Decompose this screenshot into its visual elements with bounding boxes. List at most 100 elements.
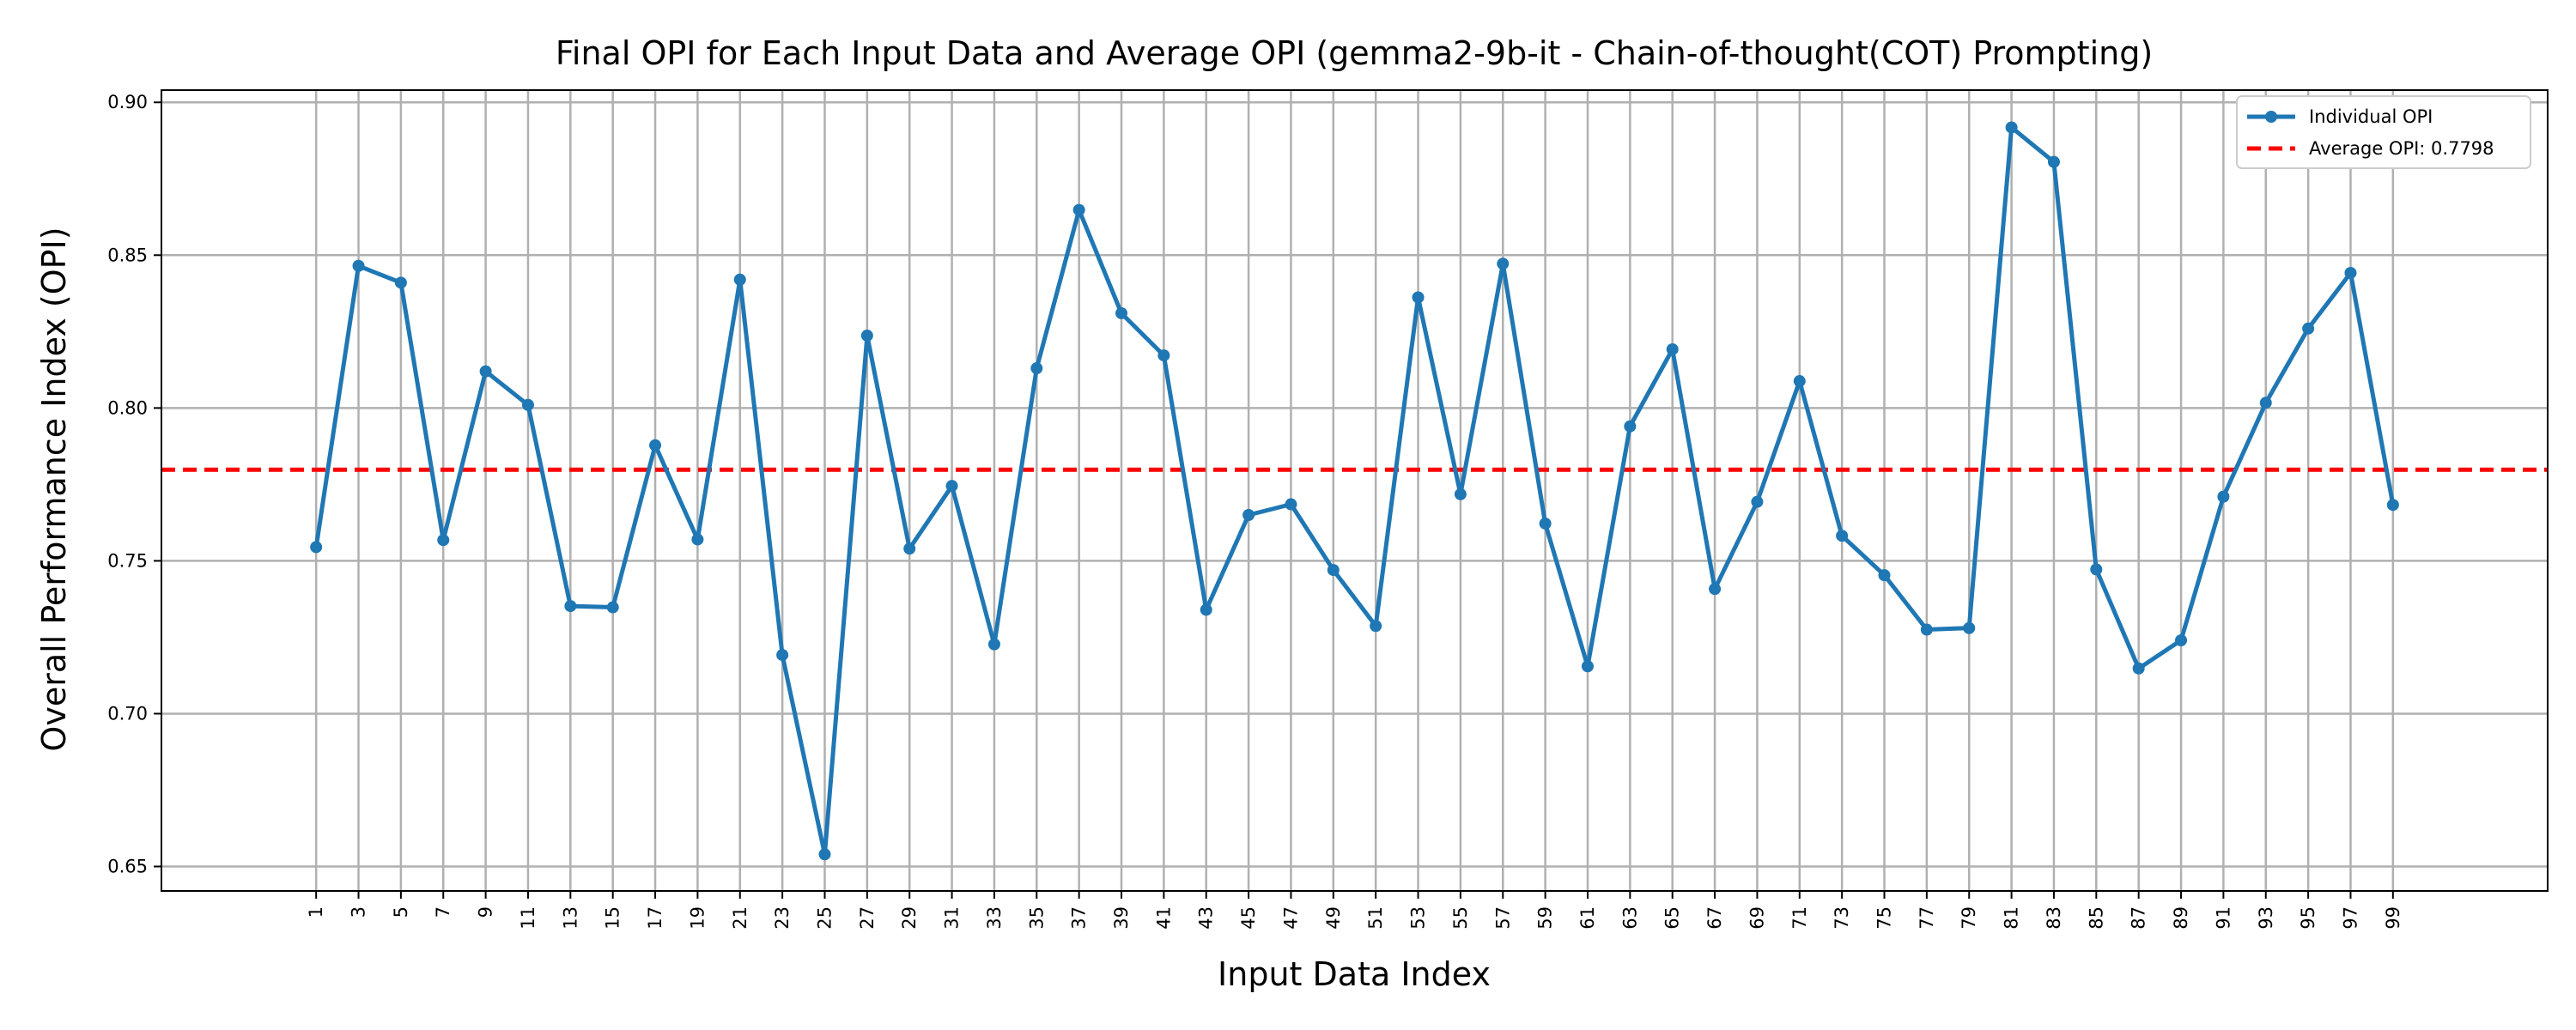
- x-tick-label-65: 65: [1662, 906, 1683, 930]
- y-axis-ticks: 0.65 0.70 0.75 0.80 0.85 0.90: [107, 92, 161, 877]
- data-point-23: [776, 649, 789, 662]
- x-axis-ticks: 1 3 5 7 9 11 13 15 17 19 21 23 25 27 29 31 33 35 37 39 41 43 4…: [306, 891, 2403, 930]
- x-tick-label-77: 77: [1917, 906, 1937, 930]
- data-point-3: [352, 259, 365, 272]
- x-tick-label-85: 85: [2086, 906, 2106, 930]
- data-point-9: [479, 365, 492, 378]
- y-axis-label: Overall Performance Index (OPI): [35, 227, 73, 751]
- legend-box: [2236, 95, 2531, 169]
- data-point-29: [903, 542, 916, 555]
- grid-lines: [161, 90, 2548, 891]
- x-tick-label-23: 23: [772, 906, 793, 930]
- series-individual-opi: [310, 121, 2399, 861]
- chart-title: Final OPI for Each Input Data and Averag…: [556, 34, 2153, 72]
- data-point-43: [1200, 603, 1212, 616]
- x-tick-label-91: 91: [2213, 906, 2233, 930]
- x-tick-label-61: 61: [1577, 906, 1598, 930]
- x-tick-label-57: 57: [1492, 906, 1513, 930]
- legend-marker-individual-opi: [2265, 111, 2277, 123]
- x-tick-label-39: 39: [1111, 906, 1132, 930]
- data-point-25: [818, 848, 831, 861]
- y-tick-label-0.85: 0.85: [107, 245, 148, 265]
- data-point-13: [564, 600, 577, 613]
- data-point-55: [1454, 488, 1467, 500]
- x-tick-label-19: 19: [687, 906, 708, 930]
- data-point-37: [1072, 203, 1085, 216]
- x-tick-label-25: 25: [814, 906, 835, 930]
- data-point-11: [521, 398, 534, 411]
- data-point-51: [1370, 620, 1382, 633]
- y-tick-label-0.70: 0.70: [107, 703, 148, 724]
- x-tick-label-99: 99: [2383, 906, 2403, 930]
- x-tick-label-1: 1: [306, 906, 326, 918]
- x-tick-label-67: 67: [1704, 906, 1725, 930]
- data-point-21: [733, 273, 746, 286]
- data-point-85: [2090, 563, 2103, 576]
- x-tick-label-89: 89: [2171, 906, 2191, 930]
- data-point-49: [1327, 564, 1340, 577]
- data-point-99: [2386, 499, 2399, 512]
- data-point-83: [2047, 155, 2060, 168]
- data-point-57: [1497, 258, 1510, 270]
- x-tick-label-75: 75: [1874, 906, 1895, 930]
- data-point-73: [1836, 530, 1849, 542]
- legend: Individual OPI Average OPI: 0.7798: [2236, 95, 2531, 169]
- x-tick-label-43: 43: [1196, 906, 1217, 930]
- data-point-75: [1878, 569, 1891, 582]
- data-point-5: [394, 276, 407, 289]
- data-point-93: [2259, 397, 2272, 409]
- data-point-79: [1963, 621, 1976, 634]
- data-point-47: [1285, 498, 1297, 511]
- data-point-39: [1115, 306, 1128, 319]
- x-tick-label-53: 53: [1408, 906, 1429, 930]
- x-tick-label-15: 15: [603, 906, 623, 930]
- y-tick-label-0.65: 0.65: [107, 857, 148, 877]
- data-point-77: [1920, 623, 1933, 636]
- x-tick-label-41: 41: [1153, 906, 1174, 930]
- x-tick-label-95: 95: [2298, 906, 2318, 930]
- x-tick-label-87: 87: [2129, 906, 2149, 930]
- x-tick-label-59: 59: [1535, 906, 1556, 930]
- x-tick-label-69: 69: [1747, 906, 1767, 930]
- data-point-33: [987, 638, 1000, 651]
- legend-label-average-opi: Average OPI: 0.7798: [2309, 138, 2494, 159]
- x-tick-label-37: 37: [1069, 906, 1090, 930]
- x-tick-label-45: 45: [1238, 906, 1259, 930]
- data-point-91: [2217, 490, 2230, 503]
- x-tick-label-29: 29: [899, 906, 920, 930]
- x-tick-label-63: 63: [1619, 906, 1640, 930]
- data-point-87: [2132, 662, 2145, 675]
- data-point-53: [1412, 291, 1425, 304]
- y-tick-label-0.90: 0.90: [107, 92, 148, 112]
- data-point-15: [606, 601, 619, 614]
- x-tick-label-73: 73: [1832, 906, 1852, 930]
- x-tick-label-13: 13: [560, 906, 580, 930]
- x-tick-label-9: 9: [476, 906, 496, 918]
- series-line-individual-opi: [313, 124, 2396, 857]
- plot-area-frame: [161, 89, 2549, 892]
- data-point-35: [1030, 362, 1043, 375]
- data-point-61: [1581, 660, 1594, 673]
- x-tick-label-3: 3: [349, 906, 369, 918]
- data-point-67: [1709, 583, 1722, 596]
- x-tick-label-17: 17: [645, 906, 665, 930]
- data-point-69: [1751, 495, 1764, 508]
- x-tick-label-5: 5: [391, 906, 411, 918]
- data-point-17: [649, 439, 662, 451]
- x-tick-label-83: 83: [2044, 906, 2064, 930]
- data-point-63: [1624, 420, 1637, 433]
- x-tick-label-11: 11: [518, 906, 538, 930]
- x-axis-label: Input Data Index: [1218, 955, 1491, 993]
- data-point-89: [2175, 633, 2188, 646]
- x-tick-label-51: 51: [1365, 906, 1386, 930]
- x-tick-label-49: 49: [1323, 906, 1344, 930]
- data-point-71: [1793, 375, 1806, 388]
- x-tick-label-55: 55: [1450, 906, 1471, 930]
- x-tick-label-81: 81: [2002, 906, 2022, 930]
- x-tick-label-27: 27: [857, 906, 878, 930]
- x-tick-label-71: 71: [1789, 906, 1810, 930]
- data-point-19: [691, 533, 704, 546]
- legend-label-individual-opi: Individual OPI: [2309, 106, 2433, 127]
- x-tick-label-47: 47: [1280, 906, 1301, 930]
